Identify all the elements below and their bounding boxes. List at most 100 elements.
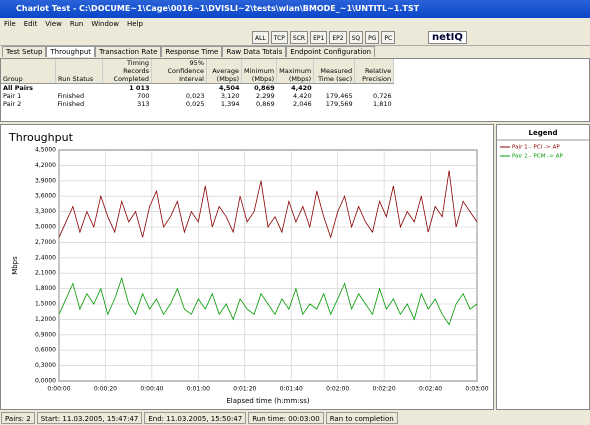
x-tick-label: 0:00:00 [47,386,70,393]
table-cell: 179,465 [325,92,353,100]
toolbar-button[interactable]: ALL [252,31,269,44]
y-tick-label: 1,8000 [35,285,56,292]
tab[interactable]: Transaction Rate [95,46,162,57]
table: Group Run Status Timing Records Completed 9… [1,59,395,108]
y-tick-label: 3,0000 [35,224,56,231]
tab[interactable]: Test Setup [2,46,47,57]
tab[interactable]: Raw Data Totals [222,46,287,57]
y-tick-label: 2,1000 [35,270,56,277]
toolbar-button[interactable]: TCP [270,31,288,44]
table-cell: 0,726 [373,92,392,100]
y-tick-label: 0,0000 [35,378,56,385]
table-cell: 0,869 [254,84,275,92]
y-tick-label: 4,5000 [35,147,56,154]
table-row: All Pairs 1 013 4,504 0,869 4,420 [1,84,394,93]
status-field: Ran to completion [325,412,398,424]
column-header: Minimum (Mbps) [241,59,278,84]
menu-item[interactable]: View [45,20,62,28]
tab[interactable]: Response Time [161,46,223,57]
logo: netIQ [428,31,467,44]
table-cell: 1,810 [373,100,392,108]
table-cell: All Pairs [3,84,34,92]
table-row: Pair 2 Finished 313 0,025 1,394 0,869 2,046 179… [1,100,394,108]
x-tick-label: 0:02:40 [419,386,442,393]
column-header: Group [1,59,56,84]
column-header: 95% Confidence Interval [151,59,207,84]
table-cell: 0,023 [185,92,205,100]
y-tick-label: 2,4000 [35,254,56,261]
toolbar-button[interactable]: PG [365,31,380,44]
x-tick-label: 0:00:40 [140,386,163,393]
y-axis-title: Mbps [11,256,19,275]
toolbar-button[interactable]: SQ [348,31,364,44]
status-field: Run time: 00:03:00 [248,412,324,424]
column-header: Relative Precision [354,59,395,84]
x-tick-label: 0:03:00 [465,386,488,393]
y-tick-label: 0,6000 [35,347,56,354]
tab-bar: Test Setup Throughput Transaction Rate Resp… [0,46,590,58]
menu-item[interactable]: Help [126,20,143,28]
table-cell: 313 [137,100,150,108]
table-cell: Pair 2 [3,100,22,108]
column-header: Run Status [55,59,103,84]
table-cell: 700 [137,92,150,100]
legend-panel: Legend Pair 1 - PCI -> AP Pair 2 - PCM -> … [496,124,590,410]
y-tick-label: 3,6000 [35,193,56,200]
y-tick-label: 3,9000 [35,177,56,184]
x-tick-label: 0:00:20 [94,386,117,393]
series-line [58,276,478,326]
legend-label: Pair 1 - PCI -> AP [512,145,560,151]
status-field: Pairs: 2 [1,412,35,424]
toolbar-button[interactable]: EP1 [310,31,328,44]
legend-label: Pair 2 - PCM -> AP [512,154,564,160]
y-tick-label: 1,5000 [35,301,56,308]
status-bar: Pairs: 2 Start: 11.03.2005, 15:47:47 End: … [0,411,590,425]
table-cell: 2,046 [293,100,312,108]
toolbar-button[interactable]: PC [381,31,396,44]
x-tick-label: 0:02:00 [326,386,349,393]
chart-title: Throughput [8,131,74,144]
table-cell: 1,394 [220,100,240,108]
x-tick-label: 0:01:00 [187,386,210,393]
x-tick-label: 0:01:40 [280,386,303,393]
toolbar: ALL TCP SCR EP1 EP2 SQ PG PC [0,30,590,46]
x-tick-label: 0:01:20 [233,386,256,393]
legend: Legend Pair 1 - PCI -> AP Pair 2 - PCM -> … [497,129,589,160]
x-tick-label: 0:02:20 [373,386,396,393]
tab[interactable]: Endpoint Configuration [286,46,376,57]
status-field: End: 11.03.2005, 15:50:47 [144,412,247,424]
table-cell [355,84,394,93]
status-field: Start: 11.03.2005, 15:47:47 [36,412,143,424]
tab[interactable]: Throughput [46,46,96,57]
table-cell: Finished [57,100,85,108]
menu-item[interactable]: File [4,20,16,28]
toolbar-button[interactable]: SCR [289,31,309,44]
menu-item[interactable]: Window [91,20,119,28]
menu-item[interactable]: Run [69,20,84,28]
y-tick-label: 3,3000 [35,208,56,215]
y-tick-label: 2,7000 [35,239,56,246]
column-header: Average (Mbps) [206,59,242,84]
toolbar-button[interactable]: EP2 [329,31,347,44]
y-tick-label: 4,2000 [35,162,56,169]
table-row: Pair 1 Finished 700 0,023 3,120 2,299 4,420 179… [1,92,394,100]
y-tick-label: 1,2000 [35,316,56,323]
table-cell [314,84,355,93]
table-cell [152,84,207,93]
column-header: Measured Time (sec) [313,59,356,84]
table-cell: 0,025 [185,100,205,108]
table-cell [56,84,103,93]
table-cell: 4,504 [218,84,240,92]
x-axis-title: Elapsed time (h:mm:ss) [226,397,310,405]
table-cell: Pair 1 [3,92,22,100]
plot-area [58,149,478,382]
y-tick-label: 0,3000 [35,362,56,369]
series-line [58,170,478,239]
column-header: Timing Records Completed [102,59,152,84]
table-cell: 3,120 [220,92,240,100]
header-row: Group Run Status Timing Records Completed 9… [1,59,395,84]
table-cell: 1 013 [129,84,150,92]
menu-item[interactable]: Edit [23,20,38,28]
column-header: Maximum (Mbps) [276,59,315,84]
